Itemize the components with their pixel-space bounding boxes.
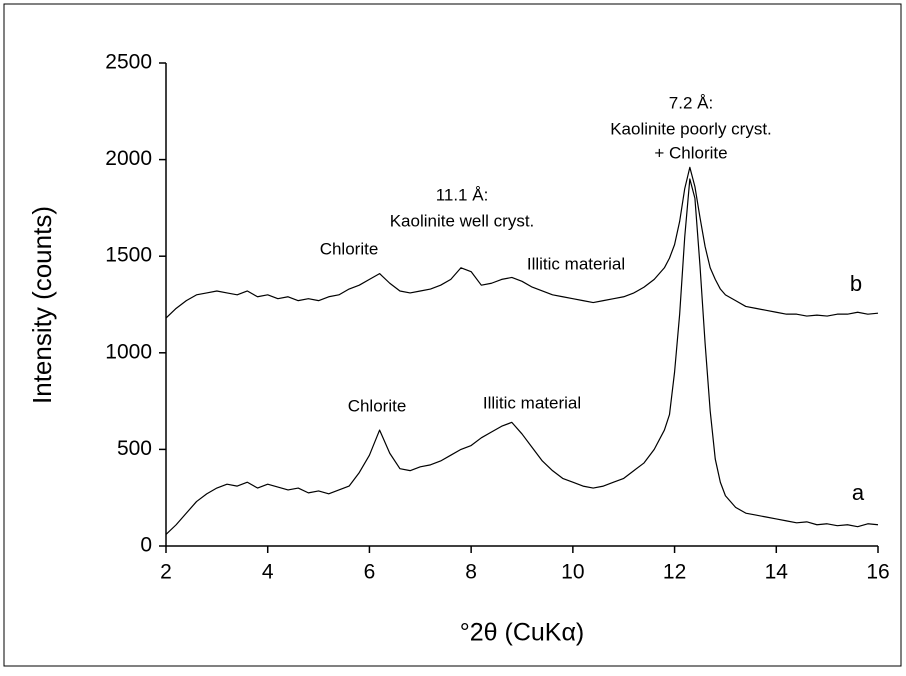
data-line <box>165 166 879 319</box>
y-tick-label: 1000 <box>105 340 152 363</box>
annotation: Illitic material <box>483 393 581 412</box>
y-tick-label: 500 <box>117 437 152 460</box>
annotation: 11.1 Å: <box>436 185 489 204</box>
y-tick-label: 2500 <box>105 51 152 74</box>
annotation: Chlorite <box>348 396 407 415</box>
series-label: a <box>852 480 865 505</box>
y-tick-label: 2000 <box>105 147 152 170</box>
annotation: + Chlorite <box>654 143 727 162</box>
x-tick-label: 14 <box>765 561 789 584</box>
y-axis-label: Intensity (counts) <box>27 206 57 404</box>
x-tick-label: 4 <box>262 561 274 584</box>
x-tick-label: 10 <box>561 561 584 584</box>
x-axis-label: °2θ (CuKα) <box>460 619 585 647</box>
annotation: Chlorite <box>320 239 379 258</box>
y-tick-label: 1500 <box>105 244 152 267</box>
x-tick-label: 2 <box>160 561 172 584</box>
annotation: Kaolinite poorly cryst. <box>610 119 772 138</box>
annotation: Kaolinite well cryst. <box>390 211 535 230</box>
x-tick-label: 6 <box>364 561 376 584</box>
x-tick-label: 16 <box>866 561 889 584</box>
y-tick-label: 0 <box>140 534 152 557</box>
annotation: Illitic material <box>527 254 625 273</box>
annotation: 7.2 Å: <box>669 93 713 112</box>
series-label: b <box>850 271 862 296</box>
data-line <box>165 178 879 535</box>
x-tick-label: 12 <box>663 561 686 584</box>
frame <box>3 3 902 667</box>
x-tick-label: 8 <box>465 561 477 584</box>
